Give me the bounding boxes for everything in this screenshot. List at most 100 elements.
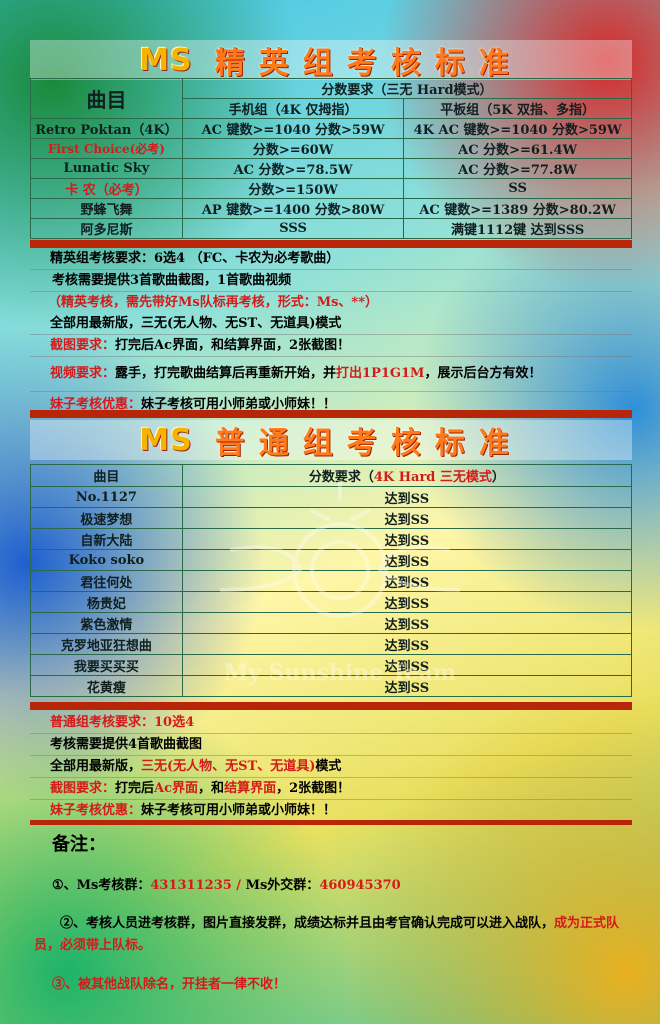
note-text: Ms外交群： bbox=[245, 878, 320, 893]
score-cell: 达到SS bbox=[181, 570, 633, 592]
song-cell: 紫色激情 bbox=[30, 612, 183, 634]
table-row: 杨贵妃 达到SS bbox=[30, 591, 633, 613]
group-number: 431311235 / bbox=[150, 878, 246, 893]
group-number: 460945370 bbox=[319, 878, 401, 893]
normal-req-5: 妹子考核优惠：妹子考核可用小师弟或小师妹！！ bbox=[30, 800, 632, 821]
watermark-text: My Sunshine Team bbox=[224, 660, 456, 686]
tablet-cell: AC 分数>=77.8W bbox=[403, 158, 632, 179]
elite-req-4: 全部用最新版，三无(无人物、无ST、无道具)模式 bbox=[30, 313, 632, 335]
req-text: 6选4 （FC、卡农为必考歌曲） bbox=[154, 251, 340, 266]
elite-header-song: 曲目 bbox=[30, 78, 183, 119]
table-row: Retro Poktan（4K） AC 键数>=1040 分数>59W 4K A… bbox=[30, 118, 632, 139]
elite-header-tablet: 平板组（5K 双指、多指） bbox=[403, 98, 632, 119]
phone-cell: AC 分数>=78.5W bbox=[181, 158, 405, 179]
phone-cell: AP 键数>=1400 分数>80W bbox=[181, 198, 405, 219]
song-cell: 极速梦想 bbox=[30, 507, 183, 529]
normal-requirements: 普通组考核要求：10选4 考核需要提供4首歌曲截图 全部用最新版，三无(无人物、… bbox=[30, 712, 632, 821]
normal-table: 曲目 分数要求（4K Hard 三无模式） No.1127 达到SS 极速梦想 达到… bbox=[30, 464, 633, 697]
phone-cell: AC 键数>=1040 分数>59W bbox=[181, 118, 405, 139]
req-text: 妹子考核可用小师弟或小师妹！！ bbox=[141, 803, 337, 818]
normal-req-1: 普通组考核要求：10选4 bbox=[30, 712, 632, 734]
req-text: 打完后Ac界面，和结算界面，2张截图！ bbox=[115, 338, 351, 353]
req-text: ，和 bbox=[198, 781, 225, 796]
normal-header-song: 曲目 bbox=[30, 464, 183, 487]
table-row: 卡 农（必考） 分数>=150W SS bbox=[30, 178, 632, 199]
elite-req-7: 妹子考核优惠：妹子考核可用小师弟或小师妹！！ bbox=[30, 392, 632, 418]
divider-bar bbox=[30, 240, 632, 248]
song-cell: Lunatic Sky bbox=[30, 158, 183, 179]
tablet-cell: AC 键数>=1389 分数>80.2W bbox=[403, 198, 632, 219]
req-highlight: 结算界面 bbox=[224, 781, 277, 796]
song-cell: 自新大陆 bbox=[30, 528, 183, 550]
table-row: 花黄瘦 达到SS bbox=[30, 675, 633, 697]
table-row: 阿多尼斯 SSS 满键1112键 达到SSS bbox=[30, 218, 632, 239]
table-row: 野蜂飞舞 AP 键数>=1400 分数>80W AC 键数>=1389 分数>8… bbox=[30, 198, 632, 219]
elite-requirements: 精英组考核要求：6选4 （FC、卡农为必考歌曲） 考核需要提供3首歌曲截图，1首… bbox=[30, 248, 632, 418]
tablet-cell: 4K AC 键数>=1040 分数>59W bbox=[403, 118, 632, 139]
song-cell: 卡 农（必考） bbox=[30, 178, 183, 199]
elite-req-3: （精英考核，需先带好Ms队标再考核，形式：Ms、**） bbox=[48, 295, 379, 310]
req-label: 妹子考核优惠： bbox=[50, 397, 142, 412]
table-row: 君往何处 达到SS bbox=[30, 570, 633, 592]
req-text: 全部用最新版， bbox=[50, 759, 142, 774]
table-row: 我要买买买 达到SS bbox=[30, 654, 633, 676]
notes-section: 备注： ①、Ms考核群：431311235 / Ms外交群：460945370 … bbox=[30, 830, 632, 992]
tablet-cell: SS bbox=[403, 178, 632, 199]
ms-logo: MS bbox=[139, 42, 193, 78]
divider-bar bbox=[30, 410, 632, 418]
note-highlight: 成为正式队员，必须带上队标。 bbox=[34, 916, 620, 953]
elite-title: 精英组考核标准 bbox=[214, 46, 523, 81]
ms-logo: MS bbox=[139, 422, 193, 458]
divider-bar bbox=[30, 820, 632, 825]
tablet-cell: 满键1112键 达到SSS bbox=[403, 218, 632, 239]
normal-req-3: 全部用最新版，三无(无人物、无ST、无道具)模式 bbox=[30, 756, 632, 778]
req-highlight: 打出1P1G1M bbox=[336, 366, 425, 381]
req-label: 视频要求： bbox=[50, 366, 116, 381]
normal-title-bar: MS 普通组考核标准 bbox=[30, 420, 632, 461]
req-highlight: Ac界面 bbox=[154, 781, 199, 796]
req-text: 露手，打完歌曲结算后再重新开始，并 bbox=[115, 366, 337, 381]
note-3: ③、被其他战队除名，开挂者一律不收！ bbox=[52, 977, 287, 992]
req-text: 打完后 bbox=[115, 781, 155, 796]
elite-req-1: 精英组考核要求：6选4 （FC、卡农为必考歌曲） bbox=[30, 248, 632, 270]
req-label: 妹子考核优惠： bbox=[50, 803, 142, 818]
song-cell: Retro Poktan（4K） bbox=[30, 118, 183, 139]
song-cell: 阿多尼斯 bbox=[30, 218, 183, 239]
phone-cell: 分数>=60W bbox=[181, 138, 405, 159]
score-cell: 达到SS bbox=[181, 675, 633, 697]
normal-req-2: 考核需要提供4首歌曲截图 bbox=[30, 734, 632, 756]
header-text: 分数要求（ bbox=[308, 470, 374, 485]
req-label: 截图要求： bbox=[50, 781, 116, 796]
phone-cell: 分数>=150W bbox=[181, 178, 405, 199]
req-text: 妹子考核可用小师弟或小师妹！！ bbox=[141, 397, 337, 412]
req-text: ，2张截图！ bbox=[276, 781, 351, 796]
table-row: Koko soko 达到SS bbox=[30, 549, 633, 571]
note-2: ②、考核人员进考核群，图片直接发群，成绩达标并且由考官确认完成可以进入战队，成为… bbox=[30, 913, 632, 957]
tablet-cell: AC 分数>=61.4W bbox=[403, 138, 632, 159]
notes-heading: 备注： bbox=[52, 834, 106, 855]
song-cell: 花黄瘦 bbox=[30, 675, 183, 697]
req-text: ，展示后台方有效！ bbox=[424, 366, 542, 381]
song-cell: 克罗地亚狂想曲 bbox=[30, 633, 183, 655]
table-row: Lunatic Sky AC 分数>=78.5W AC 分数>=77.8W bbox=[30, 158, 632, 179]
poster: MS 精英组考核标准 曲目 分数要求（三无 Hard模式） 手机组（4K 仅拇指… bbox=[30, 30, 633, 1016]
elite-header-phone: 手机组（4K 仅拇指） bbox=[181, 98, 405, 119]
note-1: ①、Ms考核群：431311235 / Ms外交群：460945370 bbox=[30, 874, 632, 893]
header-mode: 4K Hard 三无模式 bbox=[373, 470, 492, 485]
normal-title: 普通组考核标准 bbox=[214, 426, 523, 461]
req-text: 模式 bbox=[315, 759, 342, 774]
table-row: First Choice(必考) 分数>=60W AC 分数>=61.4W bbox=[30, 138, 632, 159]
divider-bar bbox=[30, 702, 632, 710]
song-cell: First Choice(必考) bbox=[30, 138, 183, 159]
req-highlight: 三无(无人物、无ST、无道具) bbox=[141, 759, 316, 774]
song-cell: Koko soko bbox=[30, 549, 183, 571]
header-text: ） bbox=[491, 470, 505, 485]
normal-req-4: 截图要求：打完后Ac界面，和结算界面，2张截图！ bbox=[30, 778, 632, 800]
note-text: ②、考核人员进考核群，图片直接发群，成绩达标并且由考官确认完成可以进入战队， bbox=[60, 916, 555, 931]
req-label: 精英组考核要求： bbox=[50, 251, 155, 266]
req-text: 10选4 bbox=[154, 715, 195, 730]
elite-req-2: 考核需要提供3首歌曲截图，1首歌曲视频 bbox=[30, 270, 632, 292]
elite-header-score: 分数要求（三无 Hard模式） bbox=[181, 78, 633, 99]
req-label: 普通组考核要求： bbox=[50, 715, 155, 730]
elite-table: 曲目 分数要求（三无 Hard模式） 手机组（4K 仅拇指） 平板组（5K 双指… bbox=[30, 78, 633, 239]
